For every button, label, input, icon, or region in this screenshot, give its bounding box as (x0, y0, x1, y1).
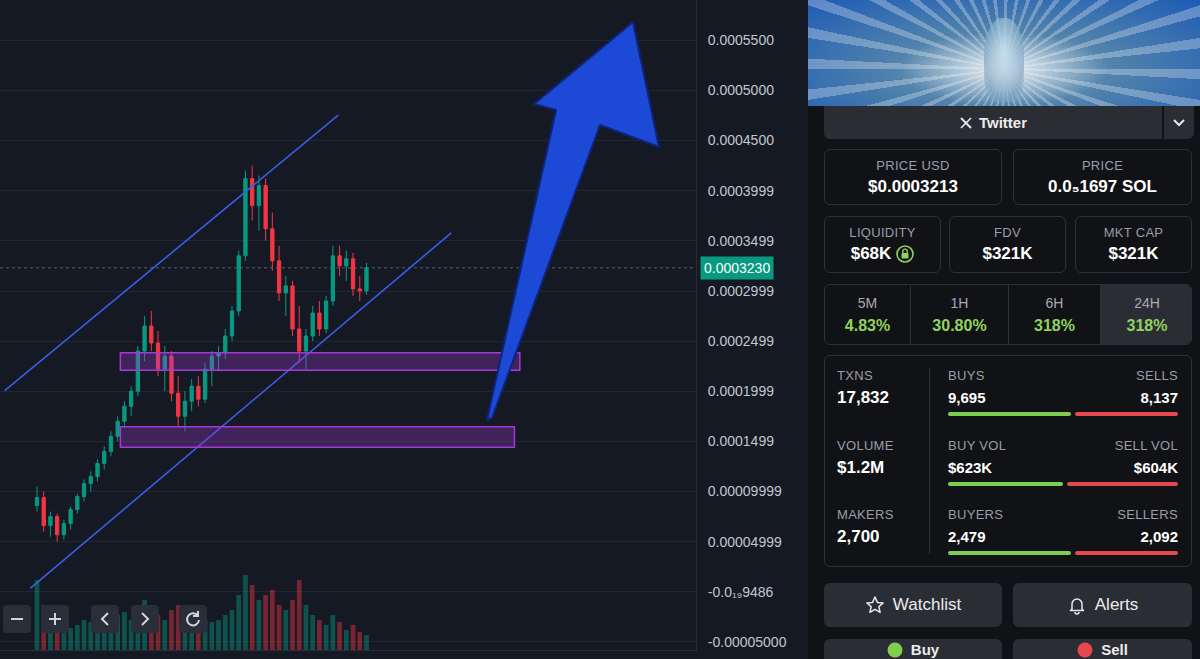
html-text:24H: 24H (1134, 294, 1160, 311)
html-text:2,092: 2,092 (1140, 528, 1178, 545)
html-text:BUYERS: BUYERS (948, 507, 1004, 522)
html-text:PRICE: PRICE (1081, 157, 1124, 173)
html-text:Twitter: Twitter (979, 114, 1027, 131)
html-text:SELLERS: SELLERS (1117, 507, 1178, 522)
html-text:BUY VOL: BUY VOL (948, 438, 1007, 453)
html-text:$1.2M: $1.2M (837, 458, 885, 477)
svg-text:-0.0₁₉9486: -0.0₁₉9486 (708, 584, 774, 600)
svg-text:0.00004999: 0.00004999 (708, 534, 782, 550)
html-text:17,832: 17,832 (837, 388, 889, 407)
html-text:318%: 318% (1126, 316, 1168, 334)
html-text:30.80%: 30.80% (932, 316, 987, 334)
svg-text:0.0002499: 0.0002499 (708, 333, 774, 349)
html-text:0.0₅1697 SOL: 0.0₅1697 SOL (1048, 176, 1157, 196)
svg-text:0.0003999: 0.0003999 (708, 183, 774, 199)
svg-text:0.0004500: 0.0004500 (708, 132, 774, 148)
svg-text:0.0003499: 0.0003499 (708, 233, 774, 249)
svg-text:0.0005500: 0.0005500 (708, 32, 774, 48)
html-text:$321K: $321K (982, 244, 1033, 263)
html-text:MKT CAP: MKT CAP (1103, 225, 1164, 240)
html-text:5M: 5M (857, 294, 878, 311)
html-text:2,700: 2,700 (837, 527, 880, 546)
svg-text:0.0001999: 0.0001999 (708, 383, 774, 399)
html-text:Watchlist: Watchlist (892, 595, 962, 614)
html-text:4.83%: 4.83% (844, 316, 891, 334)
html-text:9,695: 9,695 (948, 389, 986, 406)
html-text:LIQUIDITY: LIQUIDITY (849, 225, 916, 240)
html-text:PRICE USD: PRICE USD (876, 157, 950, 173)
html-text:SELL VOL: SELL VOL (1114, 438, 1178, 453)
svg-text:0.00009999: 0.00009999 (708, 483, 782, 499)
html-text:Alerts: Alerts (1094, 595, 1139, 614)
html-text:VOLUME: VOLUME (837, 438, 894, 453)
svg-text:0.0005000: 0.0005000 (708, 82, 774, 98)
html-text:6H: 6H (1045, 294, 1064, 311)
html-text:Sell: Sell (1101, 641, 1128, 658)
html-text:$604K: $604K (1133, 459, 1178, 476)
html-text:1H: 1H (950, 294, 969, 311)
html-text:2,479: 2,479 (948, 528, 986, 545)
html-text:$623K: $623K (948, 459, 993, 476)
html-text:TXNS: TXNS (837, 368, 873, 383)
html-text:SELLS: SELLS (1136, 368, 1178, 383)
html-text:$321K: $321K (1108, 244, 1159, 263)
svg-text:0.0001499: 0.0001499 (708, 433, 774, 449)
html-text:FDV: FDV (994, 225, 1021, 240)
html-text:MAKERS: MAKERS (837, 507, 894, 522)
svg-text:0.0002999: 0.0002999 (708, 283, 774, 299)
html-text:BUYS: BUYS (948, 368, 985, 383)
html-text:$68K: $68K (850, 244, 892, 263)
html-text:Buy: Buy (910, 641, 940, 658)
svg-text:0.0003230: 0.0003230 (704, 260, 770, 276)
html-text:$0.0003213: $0.0003213 (868, 176, 958, 196)
html-text:318%: 318% (1034, 316, 1075, 334)
html-text:8,137: 8,137 (1140, 389, 1178, 406)
svg-text:-0.00005000: -0.00005000 (708, 634, 787, 650)
